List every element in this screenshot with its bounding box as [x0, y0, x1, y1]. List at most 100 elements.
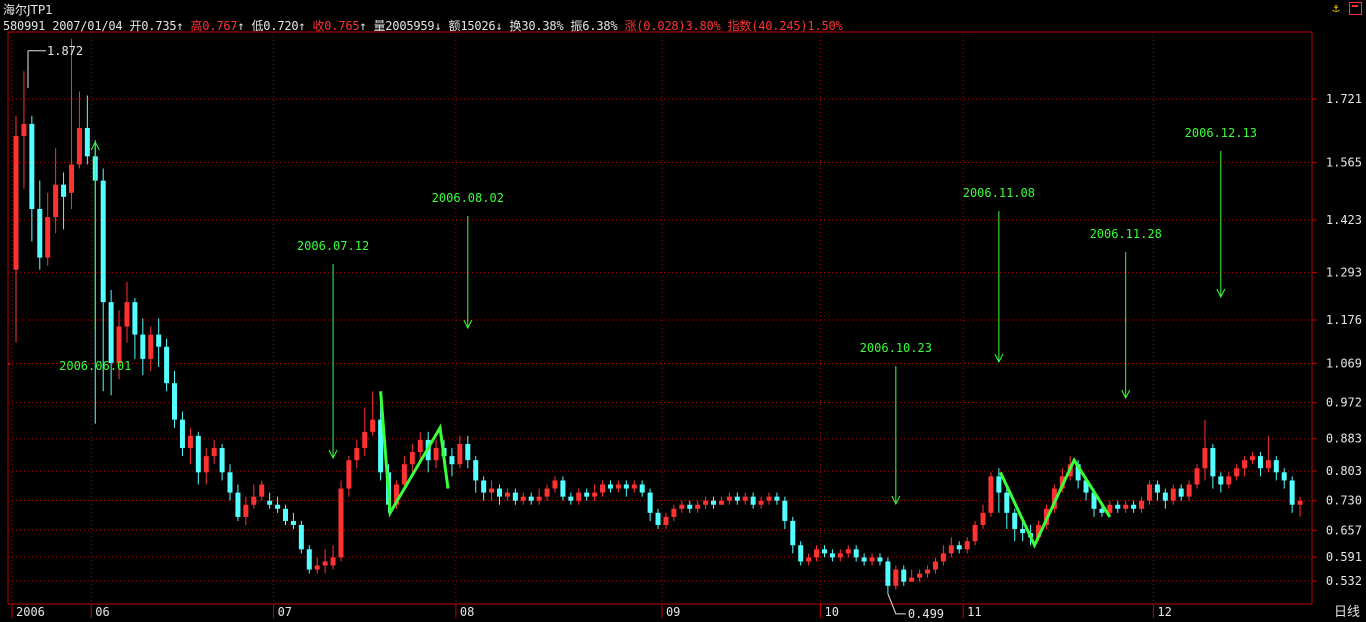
candle-up	[536, 496, 542, 501]
candle-down	[1210, 448, 1216, 477]
candle-down	[164, 346, 170, 384]
candle-down	[449, 456, 455, 465]
candle-down	[1083, 480, 1089, 493]
candle-down	[1289, 480, 1295, 505]
candle-down	[956, 545, 962, 550]
x-tick-label: 06	[95, 605, 109, 619]
x-tick-label: 12	[1157, 605, 1171, 619]
candle-up	[718, 500, 724, 505]
candle-down	[1131, 504, 1137, 509]
annotation-date: 2006.10.23	[860, 341, 932, 355]
candle-down	[1178, 488, 1184, 497]
candle-up	[187, 435, 193, 449]
candle-down	[1075, 464, 1081, 481]
annotation-arrowhead	[90, 140, 100, 151]
candle-up	[964, 541, 970, 550]
open-price: 开0.735	[129, 19, 177, 33]
candle-up	[1186, 484, 1192, 497]
annotation-arrowhead	[1121, 389, 1131, 400]
candle-down	[29, 123, 35, 209]
candle-down	[172, 383, 178, 420]
candle-up	[314, 565, 320, 570]
candle-up	[671, 508, 677, 517]
candle-up	[837, 553, 843, 558]
candle-up	[1234, 468, 1240, 477]
candle-up	[695, 504, 701, 509]
candle-down	[512, 492, 518, 501]
candle-down	[861, 557, 867, 562]
candle-up	[1139, 500, 1145, 509]
candle-up	[679, 504, 685, 509]
amount: 额15026	[448, 19, 496, 33]
candle-down	[607, 484, 613, 489]
candle-down	[84, 127, 90, 157]
y-tick-label: 0.803	[1326, 464, 1362, 478]
candle-up	[21, 123, 27, 137]
stock-code: 580991	[3, 19, 46, 33]
candle-up	[116, 326, 122, 363]
candle-up	[925, 569, 931, 574]
candle-up	[940, 553, 946, 562]
annotation-arrowhead	[994, 353, 1004, 364]
candle-up	[600, 484, 606, 493]
candle-down	[179, 419, 185, 449]
candle-up	[972, 524, 978, 542]
candle-up	[346, 460, 352, 489]
candle-up	[909, 577, 915, 582]
candle-up	[354, 448, 360, 461]
quote-date: 2007/01/04	[52, 19, 123, 33]
candle-down	[1012, 512, 1018, 530]
candle-up	[1202, 448, 1208, 469]
candle-up	[251, 496, 257, 505]
candle-down	[140, 334, 146, 359]
candle-up	[401, 464, 407, 485]
candle-up	[53, 184, 59, 218]
candle-down	[853, 549, 859, 558]
candle-down	[901, 569, 907, 582]
candle-up	[211, 448, 217, 457]
candle-down	[560, 480, 566, 497]
candle-up	[433, 448, 439, 461]
candle-down	[829, 553, 835, 558]
candle-down	[481, 480, 487, 493]
min-marker-line	[887, 593, 906, 615]
x-tick-label: 11	[967, 605, 981, 619]
zigzag-pattern	[999, 457, 1112, 549]
candle-up	[124, 302, 130, 327]
candle-up	[1194, 468, 1200, 485]
candle-down	[996, 476, 1002, 493]
candle-up	[576, 492, 582, 501]
anchor-icon[interactable]: ⚓	[1332, 1, 1340, 15]
amount-arrow: ↓	[495, 19, 503, 33]
candle-up	[1170, 488, 1176, 501]
x-tick-label: 10	[824, 605, 838, 619]
candle-down	[528, 496, 534, 501]
annotation-arrowhead	[891, 495, 901, 506]
candle-down	[61, 184, 67, 197]
low-arrow: ↑	[298, 19, 306, 33]
candle-up	[148, 334, 154, 359]
quote-header: 海尔JTP1 ⚓ 580991 2007/01/04 开0.735↑ 高0.76…	[0, 0, 1366, 34]
x-tick-label: 07	[278, 605, 292, 619]
y-tick-label: 1.721	[1326, 92, 1362, 106]
amplitude: 振6.38%	[570, 19, 618, 33]
maximize-icon[interactable]	[1349, 2, 1362, 15]
period-selector[interactable]: 日线	[1333, 605, 1360, 620]
annotation-date: 2006.08.02	[432, 191, 504, 205]
candle-up	[1036, 524, 1042, 538]
candle-down	[639, 484, 645, 493]
annotation-date: 2006.07.12	[297, 239, 369, 253]
candle-up	[409, 452, 415, 465]
candle-up	[742, 496, 748, 501]
close-price: 收0.765	[312, 19, 360, 33]
candle-down	[711, 500, 717, 505]
candle-up	[1107, 504, 1113, 513]
window-controls: ⚓	[1329, 1, 1362, 15]
candle-down	[156, 334, 162, 347]
candle-down	[1257, 456, 1263, 469]
y-tick-label: 1.565	[1326, 155, 1362, 169]
candle-down	[1020, 529, 1026, 534]
y-tick-label: 0.883	[1326, 432, 1362, 446]
annotation-date: 2006.12.13	[1185, 126, 1257, 140]
